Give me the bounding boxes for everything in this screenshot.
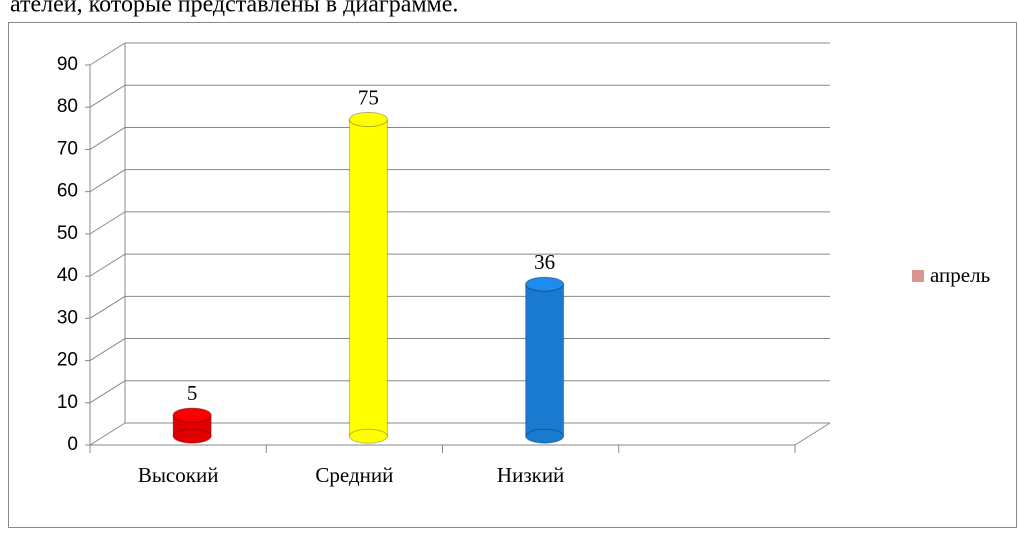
y-tick-label: 50 xyxy=(57,223,78,244)
bar-top xyxy=(525,276,565,292)
bar-bottom xyxy=(172,428,212,444)
bar xyxy=(348,119,388,437)
grid-line xyxy=(89,42,126,66)
legend-label: апрель xyxy=(930,263,990,287)
bar-top xyxy=(172,407,212,423)
grid-line xyxy=(89,380,126,404)
grid-line xyxy=(89,127,126,150)
legend-swatch xyxy=(912,270,924,282)
y-tick-label: 0 xyxy=(67,434,78,455)
data-label: 36 xyxy=(534,250,555,274)
bar xyxy=(525,283,565,437)
x-tick-label: Низкий xyxy=(497,463,564,487)
y-tick-label: 90 xyxy=(57,54,78,75)
y-tick-label: 10 xyxy=(57,392,78,413)
chart-border xyxy=(8,22,1017,528)
x-tick-label: Высокий xyxy=(138,463,219,487)
bar-top xyxy=(348,112,388,128)
y-tick-label: 20 xyxy=(57,350,78,371)
y-tick-label: 30 xyxy=(57,307,78,328)
y-tick-label: 80 xyxy=(57,96,78,117)
page-text: ателей, которые представлены в диаграмме… xyxy=(10,0,458,18)
grid-line xyxy=(89,84,126,108)
grid-line xyxy=(89,169,126,193)
data-label: 75 xyxy=(358,85,379,109)
grid-line xyxy=(89,253,126,277)
x-tick-label: Средний xyxy=(315,463,393,487)
y-tick-label: 70 xyxy=(57,138,78,159)
axis xyxy=(794,422,831,446)
bar-bottom xyxy=(525,428,565,444)
grid-line xyxy=(89,295,126,319)
grid-line xyxy=(89,338,126,361)
grid-line xyxy=(89,211,126,235)
y-tick-label: 60 xyxy=(57,181,78,202)
y-tick-label: 40 xyxy=(57,265,78,286)
grid-line xyxy=(89,422,126,446)
bar-bottom xyxy=(348,428,388,444)
data-label: 5 xyxy=(187,381,198,405)
